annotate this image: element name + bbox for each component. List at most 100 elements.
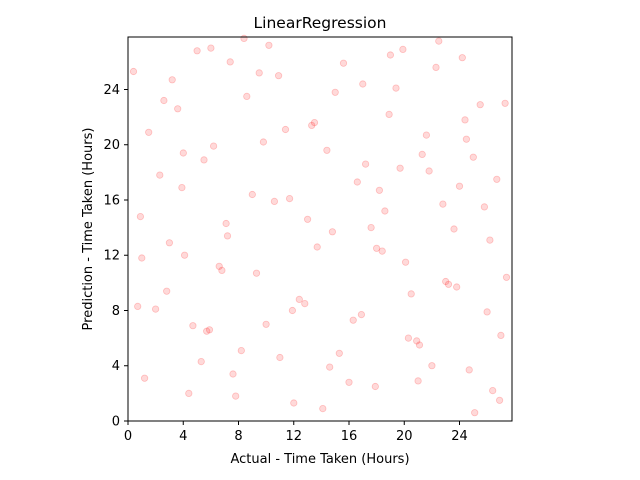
- x-tick-label: 20: [396, 429, 413, 444]
- data-point: [203, 327, 211, 335]
- data-point: [189, 322, 197, 330]
- data-point: [136, 213, 144, 221]
- data-point: [313, 243, 321, 251]
- data-point: [160, 96, 168, 105]
- data-point: [134, 302, 142, 310]
- data-point: [129, 67, 138, 76]
- data-point: [392, 84, 400, 92]
- data-point: [462, 135, 470, 143]
- data-point: [425, 167, 433, 175]
- x-axis-ticks: 0 4 8 12 16 20 24: [124, 421, 468, 444]
- data-point: [453, 283, 461, 291]
- data-point: [265, 41, 273, 49]
- data-point: [181, 251, 189, 259]
- data-point: [432, 63, 440, 72]
- data-point: [288, 306, 296, 315]
- data-point: [252, 269, 261, 277]
- data-point: [326, 363, 334, 371]
- data-point: [259, 138, 267, 146]
- data-point: [465, 366, 473, 374]
- points-layer: [129, 34, 511, 417]
- data-point: [428, 362, 436, 370]
- y-tick-label: 0: [112, 415, 120, 430]
- data-point: [480, 203, 488, 211]
- data-point: [493, 175, 501, 183]
- data-point: [197, 357, 205, 366]
- data-point: [471, 409, 479, 417]
- x-axis-label: Actual - Time Taken (Hours): [230, 452, 409, 467]
- data-point: [345, 378, 353, 386]
- data-point: [361, 160, 370, 168]
- data-point: [401, 258, 410, 266]
- data-point: [486, 236, 494, 244]
- chart-title: LinearRegression: [254, 14, 387, 32]
- data-point: [450, 225, 458, 233]
- data-point: [455, 182, 464, 190]
- data-point: [141, 374, 149, 382]
- data-point: [476, 101, 484, 109]
- data-point: [458, 54, 466, 62]
- data-point: [367, 224, 375, 232]
- x-tick-label: 12: [285, 429, 302, 444]
- data-point: [156, 171, 164, 179]
- data-point: [178, 184, 186, 192]
- data-point: [179, 149, 187, 157]
- data-point: [232, 392, 240, 400]
- data-point: [359, 80, 367, 88]
- data-point: [502, 273, 511, 281]
- data-point: [386, 51, 394, 59]
- data-point: [248, 190, 256, 199]
- data-point: [396, 164, 404, 172]
- data-point: [375, 186, 383, 194]
- y-tick-label: 4: [112, 359, 120, 374]
- data-point: [274, 72, 283, 80]
- y-tick-label: 16: [103, 193, 120, 208]
- data-point: [444, 280, 453, 288]
- data-point: [422, 131, 430, 139]
- data-point: [353, 178, 361, 186]
- data-point: [418, 150, 426, 158]
- data-point: [295, 295, 303, 303]
- data-point: [461, 116, 469, 124]
- data-point: [489, 386, 497, 395]
- data-point: [310, 119, 319, 127]
- data-point: [435, 37, 443, 45]
- data-point: [174, 105, 182, 113]
- x-tick-label: 16: [341, 429, 358, 444]
- y-tick-label: 12: [103, 249, 120, 264]
- data-point: [262, 320, 270, 328]
- data-point: [404, 334, 412, 342]
- data-point: [399, 45, 407, 54]
- data-point: [385, 110, 393, 119]
- data-point: [407, 290, 415, 298]
- data-point: [243, 92, 251, 101]
- data-point: [372, 244, 381, 252]
- data-point: [381, 207, 389, 215]
- data-point: [229, 370, 237, 378]
- data-point: [301, 299, 309, 308]
- data-point: [285, 195, 294, 203]
- data-point: [323, 146, 331, 154]
- data-point: [222, 219, 230, 228]
- data-point: [501, 99, 509, 107]
- y-tick-label: 8: [112, 304, 120, 319]
- data-point: [331, 88, 339, 96]
- data-point: [226, 58, 234, 66]
- data-point: [223, 232, 232, 240]
- data-point: [255, 69, 263, 77]
- data-point: [308, 121, 316, 130]
- data-point: [319, 404, 327, 413]
- y-tick-label: 20: [103, 138, 120, 153]
- data-point: [185, 389, 193, 397]
- data-point: [495, 396, 504, 404]
- y-axis-label: Prediction - Time Taken (Hours): [81, 128, 96, 331]
- data-point: [200, 156, 208, 164]
- data-point: [281, 125, 290, 134]
- data-point: [414, 377, 422, 385]
- x-tick-label: 24: [451, 429, 468, 444]
- data-point: [349, 316, 357, 324]
- data-point: [415, 341, 424, 349]
- data-point: [378, 247, 386, 255]
